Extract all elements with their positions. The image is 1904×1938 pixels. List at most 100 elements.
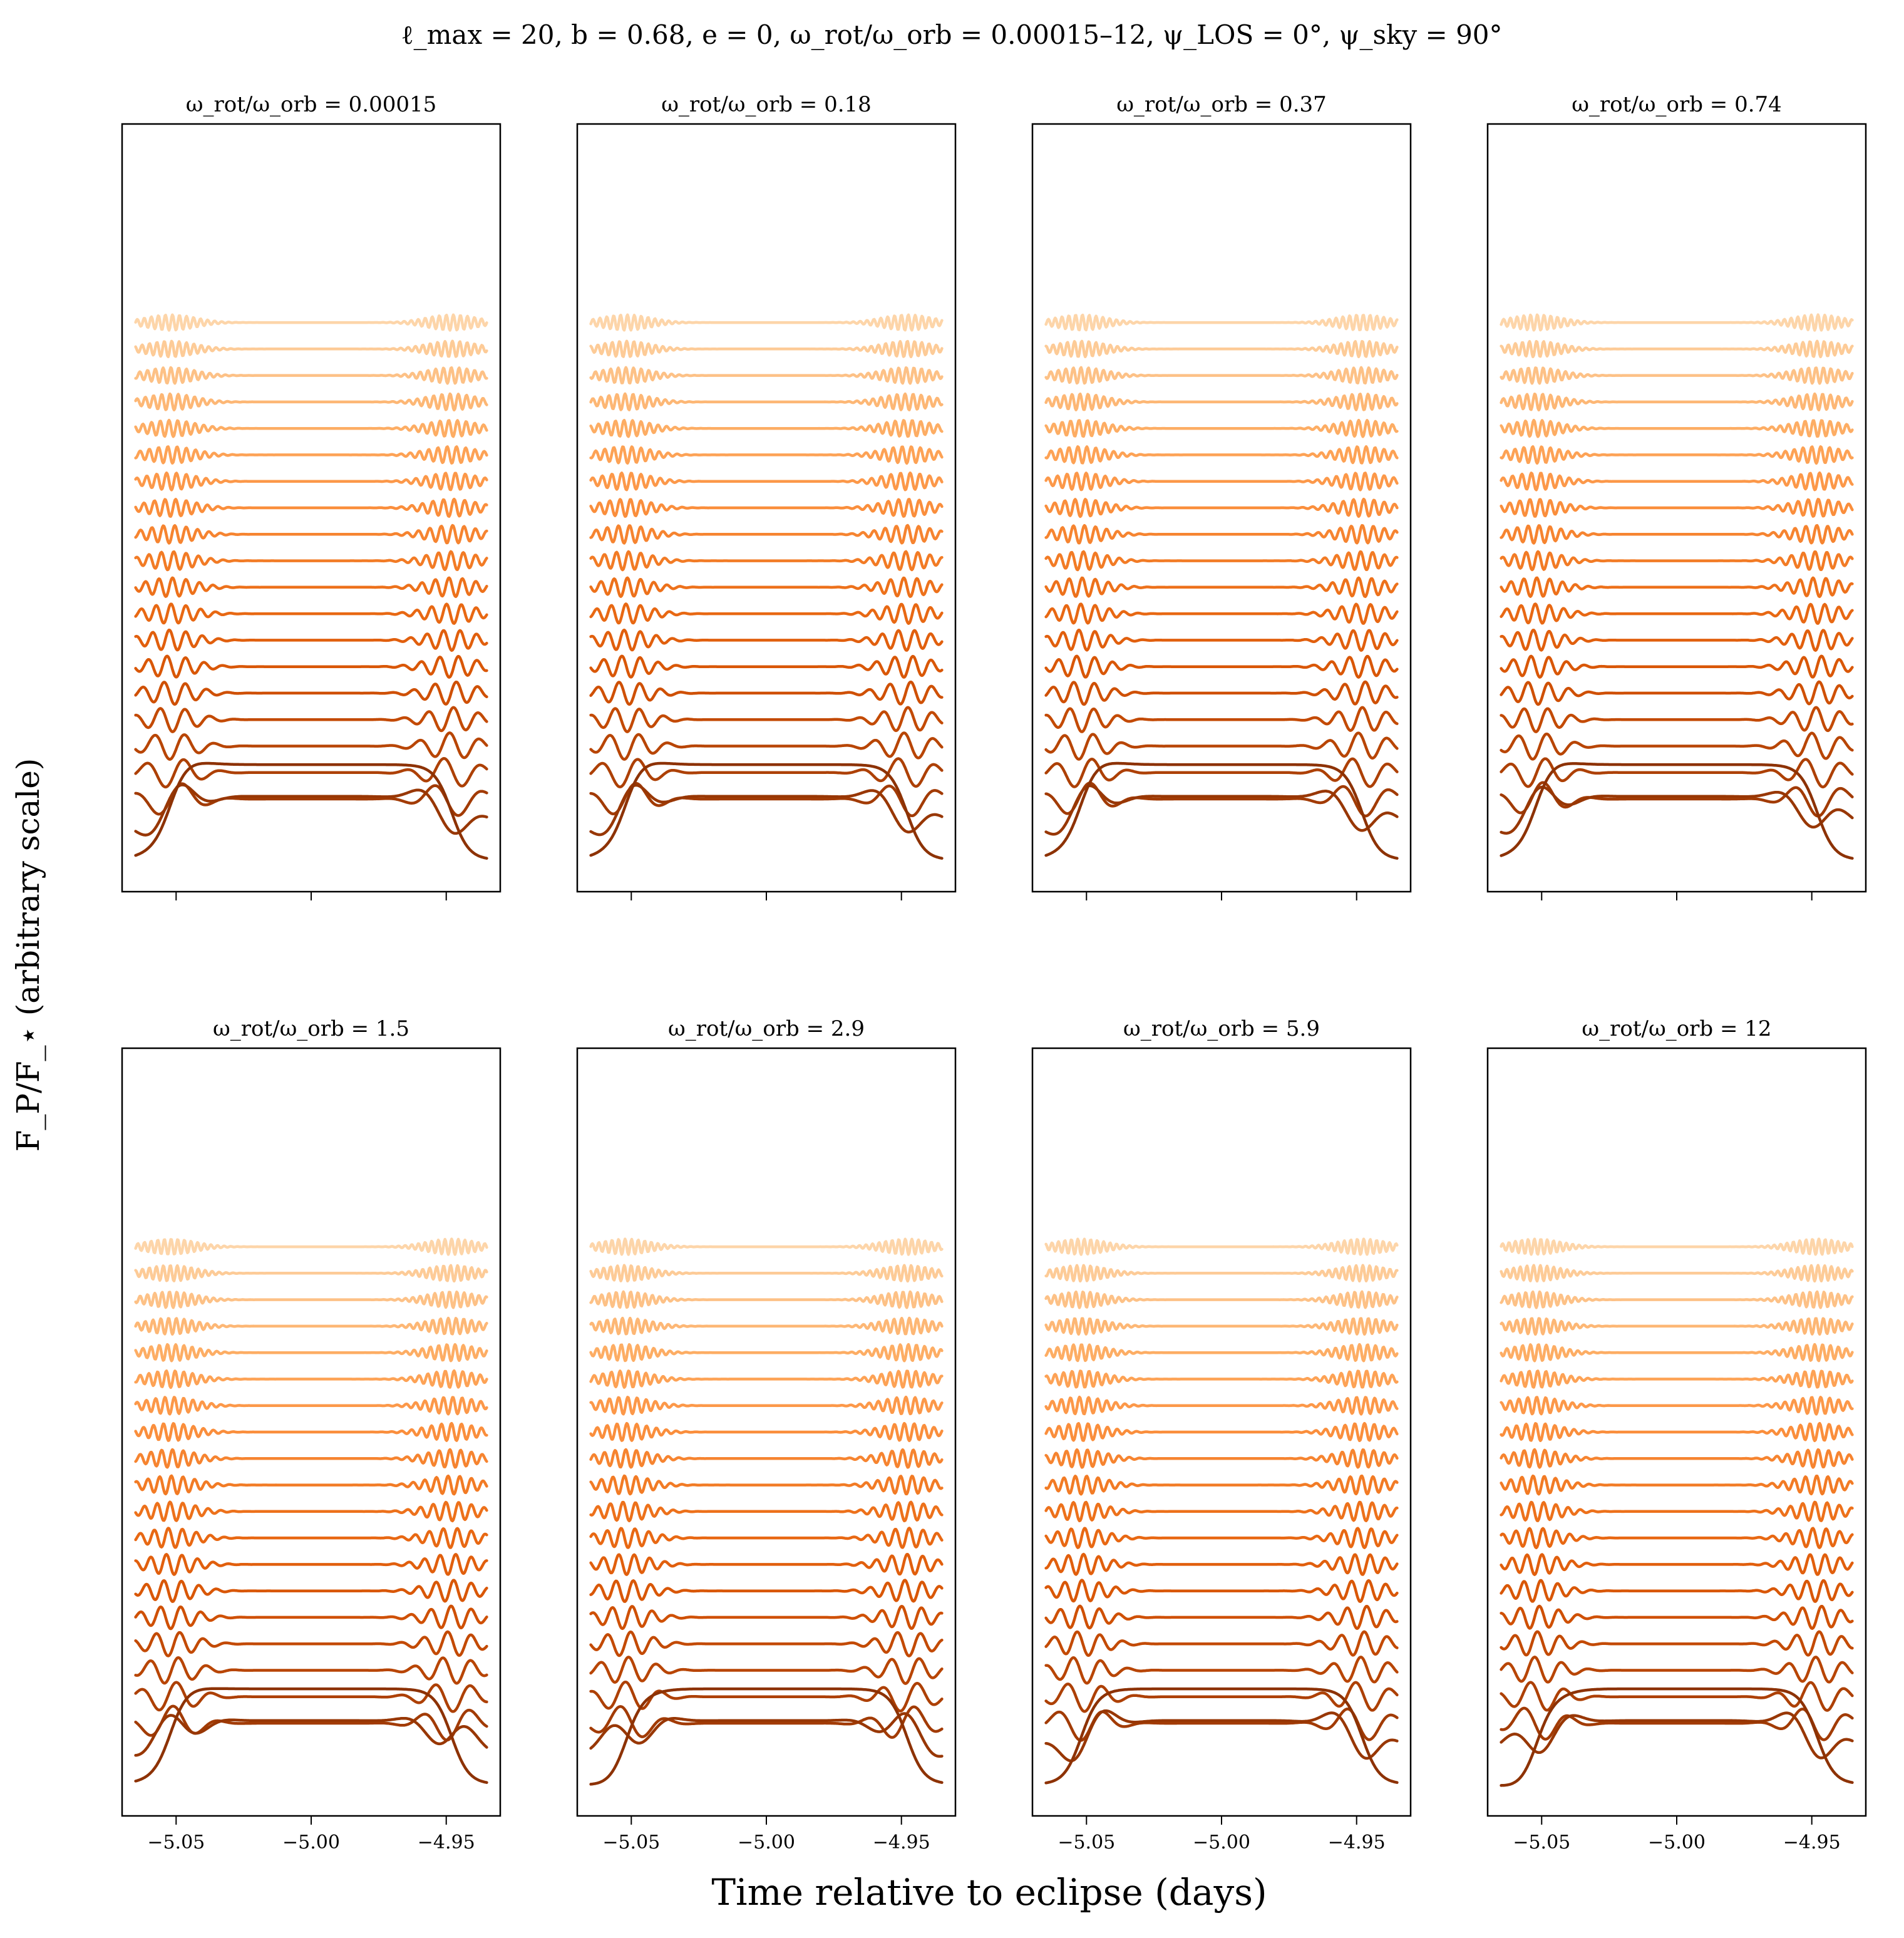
series-line-l8 xyxy=(1500,1553,1854,1576)
series-line-l4 xyxy=(1044,1656,1399,1685)
panels-grid: ω_rot/ω_orb = 0.00015 ω_rot/ω_orb = 0.18 ω… xyxy=(121,92,1867,1853)
panel-plot-area xyxy=(1044,313,1399,860)
series-line-l10 xyxy=(1044,1500,1399,1523)
series-line-l11 xyxy=(589,550,944,572)
series-line-l13 xyxy=(1500,1421,1854,1443)
panel-8: ω_rot/ω_orb = 12 −5.05 −5.00 −4.95 xyxy=(1486,1016,1867,1853)
series-line-l7 xyxy=(589,654,944,679)
series-group xyxy=(589,313,944,860)
panel-6: ω_rot/ω_orb = 2.9 −5.05 −5.00 −4.95 xyxy=(576,1016,957,1853)
panel-plot-area xyxy=(1500,1237,1854,1787)
series-line-l15 xyxy=(134,1369,488,1389)
series-line-l15 xyxy=(1500,445,1854,465)
panel-title: ω_rot/ω_orb = 12 xyxy=(1582,1016,1771,1041)
series-line-l11 xyxy=(1500,550,1854,572)
series-line-l8 xyxy=(1500,629,1854,652)
series-line-l1 xyxy=(589,783,944,837)
series-line-l1 xyxy=(1044,1709,1399,1763)
series-line-l8 xyxy=(589,628,944,652)
panel-1: ω_rot/ω_orb = 0.00015 xyxy=(121,92,502,900)
x-tick-label: −5.05 xyxy=(1513,1832,1570,1853)
series-line-l16 xyxy=(134,418,488,438)
series-line-l5 xyxy=(1044,1630,1399,1657)
series-line-l9 xyxy=(1044,1527,1399,1549)
series-line-l16 xyxy=(1500,418,1854,438)
series-line-l2 xyxy=(1044,781,1399,818)
panel-5: ω_rot/ω_orb = 1.5 −5.05 −5.00 −4.95 xyxy=(121,1016,502,1853)
panel-title: ω_rot/ω_orb = 1.5 xyxy=(213,1016,409,1041)
series-line-l14 xyxy=(1044,472,1399,492)
series-line-l15 xyxy=(134,445,488,465)
series-line-l19 xyxy=(1044,339,1399,359)
series-line-l10 xyxy=(1500,576,1854,599)
series-line-l17 xyxy=(1044,392,1399,411)
series-line-l20 xyxy=(1044,313,1399,332)
series-line-l15 xyxy=(1044,1369,1399,1389)
x-tick-label: −5.05 xyxy=(602,1832,660,1853)
series-line-l17 xyxy=(134,392,488,412)
series-line-l1 xyxy=(134,783,488,837)
series-line-l0 xyxy=(134,761,488,860)
series-line-l2 xyxy=(589,781,944,818)
series-line-l14 xyxy=(134,471,488,492)
series-line-l20 xyxy=(589,313,944,332)
series-group xyxy=(1044,1237,1399,1785)
panel-title: ω_rot/ω_orb = 0.74 xyxy=(1572,92,1782,117)
series-line-l3 xyxy=(1044,757,1399,788)
series-line-l6 xyxy=(1500,1604,1854,1630)
panel-title: ω_rot/ω_orb = 5.9 xyxy=(1123,1016,1320,1041)
series-line-l4 xyxy=(1500,731,1854,761)
series-line-l9 xyxy=(134,602,488,625)
series-line-l5 xyxy=(1044,706,1399,733)
series-line-l11 xyxy=(1500,1474,1854,1496)
series-line-l13 xyxy=(134,1421,488,1442)
panel-plot-area xyxy=(1044,1237,1399,1785)
series-line-l4 xyxy=(1500,1656,1854,1684)
series-line-l3 xyxy=(589,757,944,788)
series-line-l6 xyxy=(589,680,944,706)
series-line-l6 xyxy=(1044,680,1399,706)
series-line-l17 xyxy=(134,1316,488,1336)
series-line-l10 xyxy=(1500,1500,1854,1522)
x-tick-label: −4.95 xyxy=(418,1832,475,1853)
series-line-l19 xyxy=(1500,339,1854,359)
series-line-l0 xyxy=(1500,762,1854,860)
figure-suptitle: ℓ_max = 20, b = 0.68, e = 0, ω_rot/ω_orb… xyxy=(401,19,1502,50)
figure-x-axis-label: Time relative to eclipse (days) xyxy=(711,1871,1267,1914)
series-line-l16 xyxy=(1044,418,1399,438)
series-line-l12 xyxy=(589,1448,944,1469)
series-group xyxy=(134,1237,488,1784)
series-line-l3 xyxy=(589,1680,944,1713)
series-line-l18 xyxy=(589,1290,944,1309)
series-line-l5 xyxy=(589,706,944,733)
series-line-l16 xyxy=(1044,1343,1399,1363)
series-line-l3 xyxy=(1044,1681,1399,1713)
series-line-l5 xyxy=(589,1630,944,1657)
series-line-l9 xyxy=(134,1527,488,1549)
series-line-l11 xyxy=(134,1474,488,1496)
series-line-l9 xyxy=(589,1527,944,1549)
x-tick-label: −5.05 xyxy=(1057,1832,1115,1853)
x-tick-label: −4.95 xyxy=(873,1832,930,1853)
series-line-l16 xyxy=(134,1343,488,1363)
series-group xyxy=(589,1237,944,1786)
panel-plot-area xyxy=(589,1237,944,1786)
series-line-l18 xyxy=(1044,1290,1399,1309)
panel-plot-area xyxy=(1500,313,1854,860)
series-line-l20 xyxy=(1500,1237,1854,1256)
series-line-l20 xyxy=(1044,1237,1399,1256)
series-line-l13 xyxy=(1500,498,1854,518)
series-line-l12 xyxy=(1044,523,1399,545)
series-line-l15 xyxy=(589,1369,944,1389)
series-line-l17 xyxy=(589,1316,944,1336)
series-line-l17 xyxy=(1044,1317,1399,1336)
series-line-l7 xyxy=(134,1579,488,1603)
series-line-l1 xyxy=(1500,785,1854,835)
series-line-l8 xyxy=(1044,1552,1399,1576)
series-line-l18 xyxy=(589,366,944,385)
series-line-l14 xyxy=(1044,1395,1399,1416)
series-line-l4 xyxy=(134,731,488,761)
series-line-l7 xyxy=(1500,654,1854,679)
panel-title: ω_rot/ω_orb = 2.9 xyxy=(668,1016,865,1041)
series-line-l9 xyxy=(589,602,944,625)
